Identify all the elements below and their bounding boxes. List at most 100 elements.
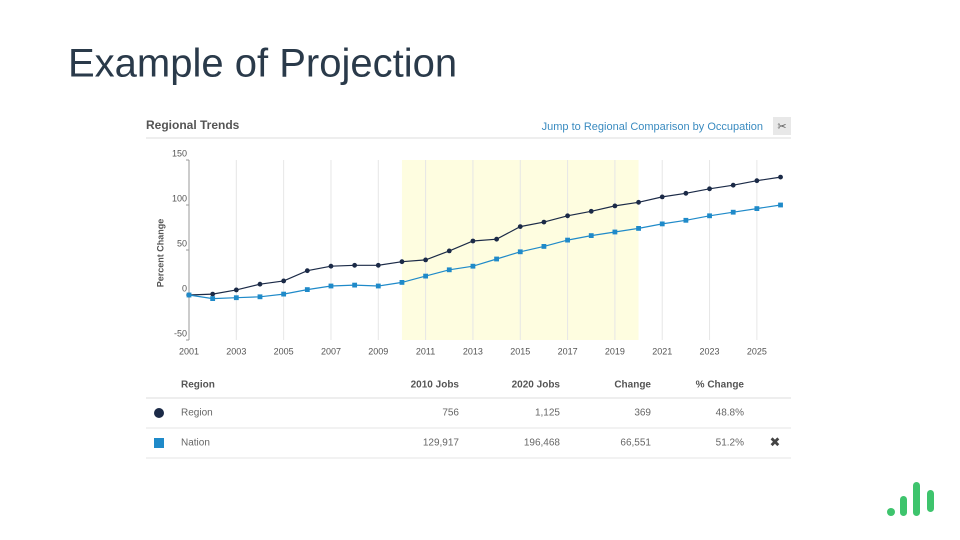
legend-marker xyxy=(154,438,164,448)
point xyxy=(517,224,523,230)
logo-bar xyxy=(900,496,907,516)
point xyxy=(352,262,358,268)
x-tick-label: 2019 xyxy=(605,346,625,356)
point xyxy=(399,259,405,265)
table-header: 2020 Jobs xyxy=(512,380,561,391)
slide-title: Example of Projection xyxy=(68,42,457,86)
point xyxy=(494,256,499,262)
point xyxy=(494,236,499,242)
point xyxy=(304,287,310,292)
logo-dot xyxy=(887,508,895,516)
point xyxy=(565,213,570,219)
scissors-button[interactable] xyxy=(773,117,791,135)
point xyxy=(328,263,334,269)
point xyxy=(754,178,760,184)
point xyxy=(446,267,452,273)
y-tick-label: 100 xyxy=(172,193,187,203)
point xyxy=(423,273,429,279)
point xyxy=(233,295,239,301)
point xyxy=(210,291,216,297)
table-cell: Nation xyxy=(181,438,210,449)
table-cell: 196,468 xyxy=(524,438,561,449)
point xyxy=(281,278,287,284)
point xyxy=(730,209,736,215)
y-tick-label: -50 xyxy=(174,328,187,338)
x-tick-label: 2011 xyxy=(416,346,435,356)
point xyxy=(683,190,689,196)
point xyxy=(541,244,547,249)
x-tick-label: 2007 xyxy=(321,346,341,356)
table-cell: 129,917 xyxy=(423,438,460,449)
point xyxy=(659,194,665,200)
point xyxy=(707,186,712,192)
remove-icon[interactable]: ✖ xyxy=(770,434,781,449)
legend-marker xyxy=(154,408,164,418)
table-cell: 756 xyxy=(442,408,459,419)
x-tick-label: 2005 xyxy=(274,346,294,356)
x-tick-label: 2015 xyxy=(510,346,530,356)
table-cell: 48.8% xyxy=(716,408,744,419)
comparison-link[interactable]: Jump to Regional Comparison by Occupatio… xyxy=(542,121,763,133)
x-tick-label: 2017 xyxy=(558,346,578,356)
table-header: Change xyxy=(614,380,651,391)
series-line xyxy=(188,204,781,300)
point xyxy=(588,208,594,214)
scissors-icon: ✂ xyxy=(777,121,786,133)
x-tick-label: 2009 xyxy=(368,346,388,356)
plot: 2001 2003 2005 2007 2009 2011 2013 2015 2017 2019… xyxy=(172,148,783,356)
point xyxy=(754,206,760,211)
logo xyxy=(887,482,934,516)
point xyxy=(375,262,381,268)
x-tick-label: 2013 xyxy=(463,346,483,356)
x-tick-label: 2023 xyxy=(700,346,720,356)
y-tick-label: 50 xyxy=(177,238,187,248)
point xyxy=(186,292,192,298)
x-tick-label: 2021 xyxy=(652,346,672,356)
table-cell: Region xyxy=(181,408,213,419)
x-tick-label: 2025 xyxy=(747,346,767,356)
point xyxy=(612,229,618,235)
point xyxy=(470,263,476,269)
table-cell: 1,125 xyxy=(535,408,560,419)
table-cell: 66,551 xyxy=(620,438,651,449)
point xyxy=(399,280,405,285)
point xyxy=(778,174,783,180)
point xyxy=(352,282,358,288)
point xyxy=(257,281,263,287)
point xyxy=(328,283,334,289)
point xyxy=(446,248,452,254)
logo-bar xyxy=(927,490,934,512)
panel-title: Regional Trends xyxy=(146,118,240,132)
x-tick-label: 2003 xyxy=(226,346,246,356)
table-header: Region xyxy=(181,380,215,391)
point xyxy=(612,203,618,209)
point xyxy=(375,283,381,289)
y-axis-label: Percent Change xyxy=(155,219,165,288)
table-header: 2010 Jobs xyxy=(411,380,460,391)
y-tick-label: 0 xyxy=(182,283,187,293)
y-tick-label: 150 xyxy=(172,148,187,158)
point xyxy=(588,233,594,238)
point xyxy=(659,221,665,227)
point xyxy=(636,199,641,205)
point xyxy=(565,237,570,243)
point xyxy=(233,287,239,293)
point xyxy=(730,182,736,188)
logo-bar xyxy=(913,482,920,516)
table-header: % Change xyxy=(696,380,745,391)
point xyxy=(778,202,783,208)
point xyxy=(257,294,263,300)
point xyxy=(683,217,689,223)
point xyxy=(423,257,429,263)
point xyxy=(707,213,712,219)
point xyxy=(517,249,523,255)
series-line xyxy=(188,176,781,296)
table-cell: 51.2% xyxy=(716,438,744,449)
table: Region 2010 Jobs 2020 Jobs Change % Change Re… xyxy=(146,380,791,459)
point xyxy=(304,268,310,274)
point xyxy=(636,226,641,231)
point xyxy=(281,291,287,297)
point xyxy=(210,296,216,301)
